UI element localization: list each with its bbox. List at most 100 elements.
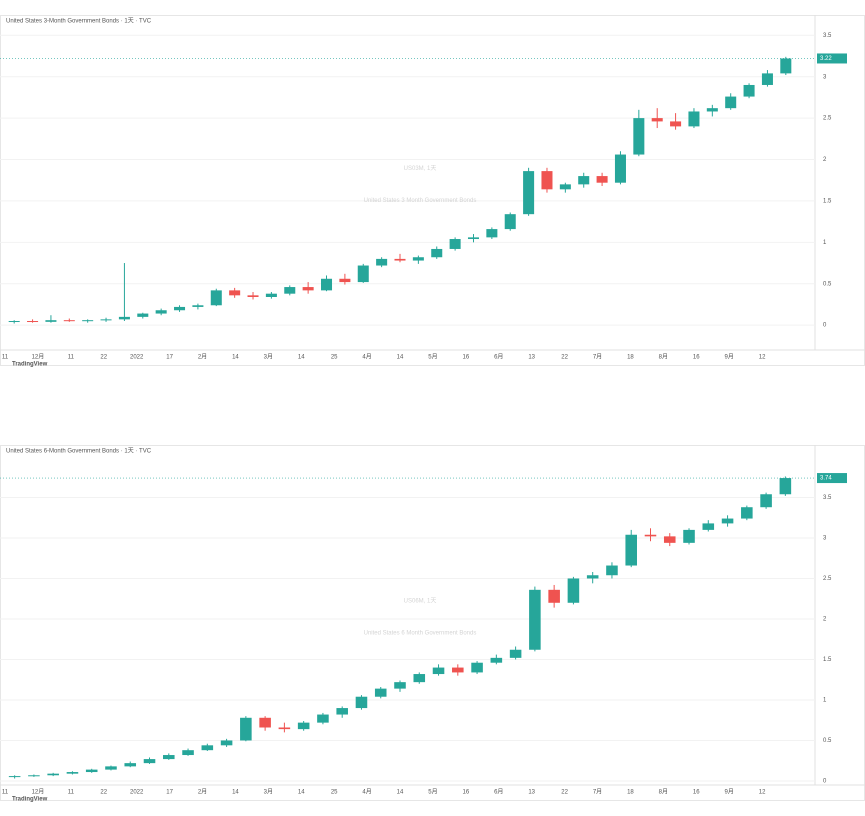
candle-body xyxy=(670,121,682,127)
candle-body xyxy=(596,176,608,183)
x-tick-label: 12 xyxy=(759,790,766,796)
candle-body xyxy=(118,316,130,320)
candle-body xyxy=(614,154,626,183)
x-tick-label: 7月 xyxy=(593,789,602,796)
x-tick-label: 3月 xyxy=(264,354,273,361)
candle-body xyxy=(490,657,503,663)
x-tick-label: 11 xyxy=(68,355,75,361)
x-tick-label: 14 xyxy=(397,355,404,361)
candle-body xyxy=(452,667,464,673)
brand: TradingView xyxy=(12,362,48,368)
x-tick-label: 5月 xyxy=(428,789,437,796)
candle-body xyxy=(394,258,406,261)
x-tick-label: 18 xyxy=(627,355,634,361)
candle-body xyxy=(45,320,57,322)
candle-body xyxy=(174,306,186,311)
watermark-title: US03M, 1天 xyxy=(404,165,437,172)
candle-body xyxy=(376,258,388,266)
candle-body xyxy=(741,507,753,519)
last-price-label: 3.22 xyxy=(820,56,832,62)
candle-body xyxy=(578,176,590,185)
y-tick-label: 3 xyxy=(823,74,827,80)
x-tick-label: 14 xyxy=(232,790,239,796)
x-tick-label: 12月 xyxy=(32,789,45,796)
candle-body xyxy=(504,214,516,230)
x-tick-label: 3月 xyxy=(264,789,273,796)
candle-body xyxy=(467,237,479,240)
candle-body xyxy=(486,229,498,238)
candle-body xyxy=(663,536,676,543)
candle-body xyxy=(760,494,772,508)
x-tick-label: 4月 xyxy=(362,789,371,796)
last-price-label: 3.74 xyxy=(820,476,832,482)
candle-body xyxy=(683,529,695,543)
candle-body xyxy=(229,290,241,296)
x-tick-label: 18 xyxy=(627,790,634,796)
candle-body xyxy=(779,478,792,495)
candle-body xyxy=(721,518,734,524)
candle-body xyxy=(633,118,645,155)
x-tick-label: 11 xyxy=(2,355,9,361)
candle-body xyxy=(192,305,204,307)
candle-body xyxy=(66,772,79,774)
candle-body xyxy=(651,118,663,122)
y-tick-label: 2 xyxy=(823,157,827,163)
candle-body xyxy=(8,321,20,323)
candle-body xyxy=(182,750,194,756)
x-tick-label: 22 xyxy=(561,355,568,361)
x-tick-label: 16 xyxy=(462,790,469,796)
candle-body xyxy=(28,775,40,777)
panel-frame xyxy=(0,15,865,366)
candle-body xyxy=(586,575,599,579)
x-tick-label: 12 xyxy=(759,355,766,361)
candle-body xyxy=(523,171,535,215)
y-tick-label: 0 xyxy=(823,779,827,785)
x-tick-label: 22 xyxy=(100,355,107,361)
candle-body xyxy=(644,534,657,537)
candle-body xyxy=(259,717,271,728)
candle-body xyxy=(548,589,560,603)
candle-body xyxy=(761,73,773,85)
candle-body xyxy=(155,310,167,314)
x-tick-label: 22 xyxy=(561,790,568,796)
watermark-subtitle: United States 3 Month Government Bonds xyxy=(364,198,477,204)
candle-body xyxy=(374,688,387,697)
y-tick-label: 2.5 xyxy=(823,576,832,582)
candle-body xyxy=(357,265,369,283)
x-tick-label: 22 xyxy=(100,790,107,796)
x-tick-label: 13 xyxy=(528,790,535,796)
candle-body xyxy=(706,108,718,112)
x-tick-label: 14 xyxy=(232,355,239,361)
candle-body xyxy=(302,287,314,291)
candle-body xyxy=(284,287,296,294)
candle-body xyxy=(124,763,137,767)
x-tick-label: 16 xyxy=(462,355,469,361)
candle-body xyxy=(702,523,715,530)
legend: United States 3-Month Government Bonds ·… xyxy=(6,18,152,25)
candle-body xyxy=(509,649,522,658)
candle-body xyxy=(725,96,737,109)
x-tick-label: 14 xyxy=(298,355,305,361)
x-tick-label: 9月 xyxy=(724,354,733,361)
candle-body xyxy=(220,740,233,746)
candle-body xyxy=(743,84,755,97)
candle-body xyxy=(317,714,329,723)
candle-body xyxy=(606,565,618,576)
x-tick-label: 12月 xyxy=(32,354,45,361)
candle-body xyxy=(100,319,112,321)
candle-body xyxy=(247,295,259,297)
y-tick-label: 3 xyxy=(823,536,827,542)
candle-body xyxy=(413,674,426,683)
candle-body xyxy=(163,755,175,760)
x-tick-label: 7月 xyxy=(593,354,602,361)
x-tick-label: 11 xyxy=(2,790,9,796)
x-tick-label: 16 xyxy=(693,355,700,361)
x-tick-label: 2月 xyxy=(198,789,207,796)
x-tick-label: 25 xyxy=(331,790,338,796)
panel-frame xyxy=(0,445,865,801)
candle-body xyxy=(471,662,483,673)
candle-body xyxy=(567,578,580,603)
x-tick-label: 14 xyxy=(397,790,404,796)
candle-body xyxy=(265,293,277,297)
candle-body xyxy=(529,589,541,650)
